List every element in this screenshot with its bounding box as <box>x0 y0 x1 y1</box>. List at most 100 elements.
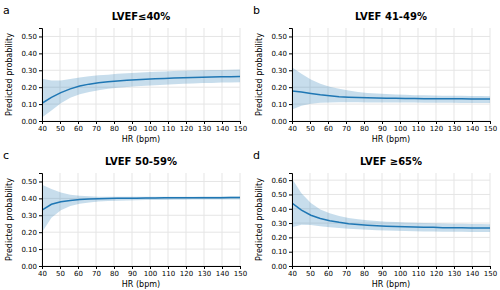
y-tick-label: 0.40 <box>21 50 37 58</box>
y-grid-line <box>292 36 490 37</box>
x-grid-line <box>222 173 223 266</box>
y-tick-label: 0.30 <box>271 67 287 75</box>
y-tick: 0.40 <box>271 50 292 58</box>
y-tick-label: 0.30 <box>21 212 37 220</box>
x-tick-label: 50 <box>306 125 315 133</box>
panel-label: b <box>253 4 260 17</box>
y-tick-mark <box>289 180 292 181</box>
y-grid-line <box>42 36 240 37</box>
x-tick: 110 <box>412 266 425 278</box>
x-grid-line <box>400 28 401 121</box>
x-tick: 50 <box>56 121 65 133</box>
x-tick: 150 <box>484 121 497 133</box>
y-grid-line <box>292 237 490 238</box>
x-tick: 80 <box>110 266 119 278</box>
panel-title: LVEF≤40% <box>112 11 171 22</box>
x-tick: 50 <box>306 121 315 133</box>
y-tick-label: 0.40 <box>21 195 37 203</box>
x-tick: 150 <box>234 266 247 278</box>
y-tick: 0.60 <box>271 177 292 185</box>
y-tick: 0.00 <box>21 263 42 271</box>
y-grid-line <box>292 70 490 71</box>
x-tick: 110 <box>162 266 175 278</box>
x-axis-line <box>293 122 491 125</box>
grid <box>292 28 490 121</box>
x-grid-line <box>490 28 491 121</box>
x-tick-label: 110 <box>412 270 425 278</box>
grid <box>42 28 240 121</box>
x-tick-label: 100 <box>394 125 407 133</box>
y-grid-line <box>292 53 490 54</box>
x-axis-line <box>43 267 241 270</box>
x-tick-label: 70 <box>342 270 351 278</box>
y-tick-mark <box>39 104 42 105</box>
y-tick-label: 0.00 <box>271 263 287 271</box>
x-tick-label: 90 <box>128 125 137 133</box>
x-tick: 70 <box>92 266 101 278</box>
x-tick: 100 <box>394 266 407 278</box>
x-tick-mark <box>472 121 473 124</box>
y-tick-mark <box>289 266 292 267</box>
x-tick: 50 <box>306 266 315 278</box>
x-tick: 60 <box>324 121 333 133</box>
x-axis: 405060708090100110120130140150 <box>288 266 497 278</box>
y-tick-label: 0.00 <box>21 118 37 126</box>
x-tick-label: 50 <box>306 270 315 278</box>
x-tick-label: 80 <box>360 270 369 278</box>
y-tick-label: 0.10 <box>271 101 287 109</box>
x-tick-mark <box>186 266 187 269</box>
x-tick-mark <box>418 121 419 124</box>
y-tick-mark <box>289 121 292 122</box>
x-tick-label: 120 <box>180 125 193 133</box>
y-axis: 0.000.100.200.300.400.50 <box>21 29 42 126</box>
x-tick: 60 <box>324 266 333 278</box>
y-tick: 0.50 <box>271 33 292 41</box>
x-tick-label: 140 <box>466 270 479 278</box>
x-tick-label: 60 <box>74 125 83 133</box>
y-tick-label: 0.20 <box>21 84 37 92</box>
y-axis: 0.000.100.200.300.400.50 <box>271 29 292 126</box>
y-tick-label: 0.00 <box>271 118 287 126</box>
y-tick: 0.40 <box>21 50 42 58</box>
x-tick-mark <box>328 266 329 269</box>
panel-title: LVEF ≥65% <box>360 156 422 167</box>
x-tick-mark <box>418 266 419 269</box>
y-tick-mark <box>39 215 42 216</box>
confidence-band <box>292 67 490 109</box>
x-tick-label: 40 <box>288 270 297 278</box>
y-tick-label: 0.60 <box>271 177 287 185</box>
x-axis-title: HR (bpm) <box>372 135 410 144</box>
x-tick-label: 140 <box>216 270 229 278</box>
x-tick-label: 140 <box>466 125 479 133</box>
x-tick-label: 100 <box>144 125 157 133</box>
y-grid-line <box>42 232 240 233</box>
y-tick-mark <box>289 223 292 224</box>
x-tick: 40 <box>288 266 297 278</box>
x-tick-mark <box>114 121 115 124</box>
y-tick-mark <box>289 36 292 37</box>
x-tick: 120 <box>180 121 193 133</box>
x-tick: 140 <box>466 121 479 133</box>
x-tick-label: 90 <box>128 270 137 278</box>
x-tick-label: 150 <box>484 125 497 133</box>
x-tick: 130 <box>448 266 461 278</box>
y-tick: 0.20 <box>271 234 292 242</box>
x-tick: 140 <box>216 266 229 278</box>
x-tick: 100 <box>144 266 157 278</box>
panel: 4050607080901001101201301401500.000.100.… <box>3 4 247 144</box>
y-axis-line <box>289 29 293 122</box>
y-tick: 0.40 <box>271 206 292 214</box>
y-axis-title: Predicted probability <box>255 178 264 261</box>
y-tick-label: 0.40 <box>271 50 287 58</box>
panel-label: a <box>3 4 10 17</box>
y-tick-label: 0.10 <box>271 248 287 256</box>
x-tick: 110 <box>412 121 425 133</box>
y-tick-mark <box>39 249 42 250</box>
x-tick: 110 <box>162 121 175 133</box>
y-grid-line <box>42 215 240 216</box>
x-tick-mark <box>346 266 347 269</box>
x-axis-line <box>293 267 491 270</box>
plot-area <box>42 70 240 118</box>
x-tick: 70 <box>92 121 101 133</box>
y-grid-line <box>42 53 240 54</box>
